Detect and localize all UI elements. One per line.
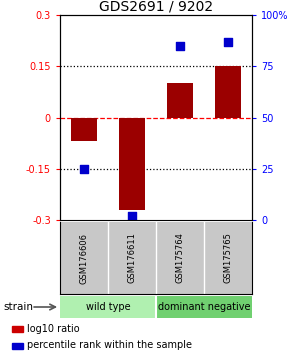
Bar <box>12 343 22 349</box>
Text: strain: strain <box>3 302 33 312</box>
Bar <box>12 326 22 332</box>
Point <box>130 213 134 219</box>
Point <box>82 166 86 172</box>
Text: GSM175765: GSM175765 <box>224 233 232 284</box>
Bar <box>119 118 145 210</box>
Bar <box>167 83 193 118</box>
Bar <box>71 118 97 141</box>
Text: percentile rank within the sample: percentile rank within the sample <box>27 341 192 350</box>
Point <box>178 43 182 48</box>
Bar <box>60 296 156 318</box>
Point <box>226 39 230 45</box>
Text: wild type: wild type <box>86 302 130 312</box>
Text: log10 ratio: log10 ratio <box>27 324 80 333</box>
Text: GSM176606: GSM176606 <box>80 233 88 284</box>
Text: GSM175764: GSM175764 <box>176 233 184 284</box>
Title: GDS2691 / 9202: GDS2691 / 9202 <box>99 0 213 14</box>
Bar <box>215 66 241 118</box>
Bar <box>156 296 252 318</box>
Text: dominant negative: dominant negative <box>158 302 250 312</box>
Text: GSM176611: GSM176611 <box>128 233 136 284</box>
